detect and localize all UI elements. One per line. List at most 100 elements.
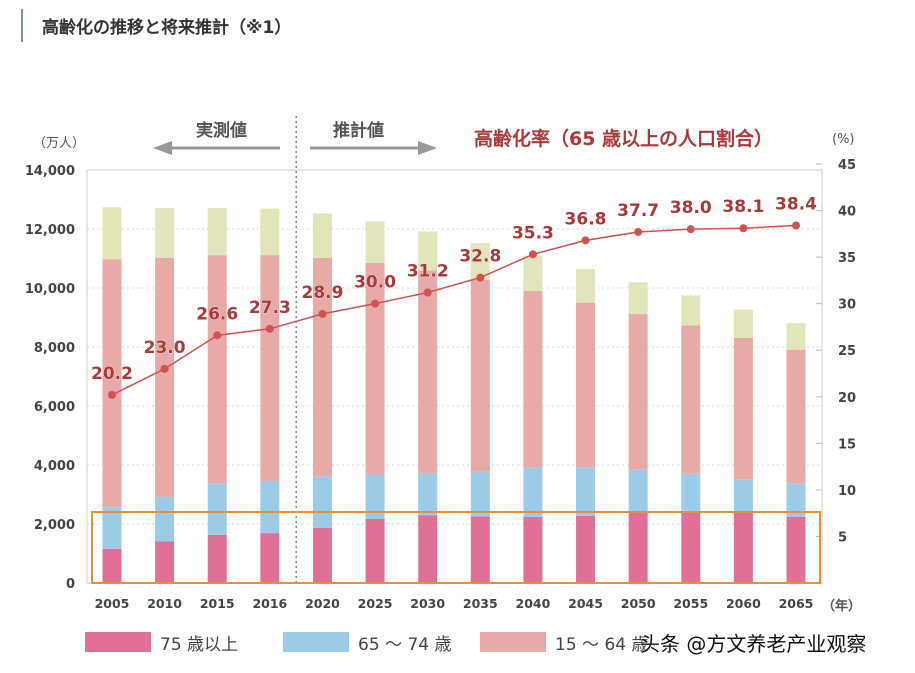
x-axis-tick: 2025 bbox=[358, 596, 393, 611]
bar-segment-2060-3 bbox=[733, 309, 753, 338]
bar-segment-2060-2 bbox=[733, 337, 753, 480]
aging-rate-line bbox=[111, 224, 797, 396]
bar-segment-2030-3 bbox=[418, 231, 438, 271]
legend-swatch-15-64 bbox=[480, 632, 546, 652]
legend-swatch-65-74 bbox=[283, 632, 349, 652]
bar-segment-2035-3 bbox=[470, 243, 490, 280]
plot-frame bbox=[86, 169, 823, 584]
highlight-box bbox=[91, 511, 821, 584]
x-axis-tick: 2020 bbox=[305, 596, 340, 611]
aging-rate-point bbox=[476, 273, 485, 282]
bar-segment-2045-0 bbox=[576, 515, 596, 583]
left-axis-tick: 4,000 bbox=[34, 459, 75, 474]
title-accent-bar bbox=[21, 9, 23, 42]
bar-segment-2025-2 bbox=[365, 263, 385, 475]
bar-segment-2045-1 bbox=[576, 467, 596, 516]
bar-segment-2050-0 bbox=[628, 511, 648, 583]
aging-rate-point bbox=[581, 236, 590, 245]
bar-segment-2016-2 bbox=[260, 255, 280, 481]
bar-segment-2035-1 bbox=[470, 471, 490, 517]
aging-rate-label: 38.4 bbox=[775, 194, 817, 214]
bar-segment-2030-2 bbox=[418, 270, 438, 474]
projected-label: 推計値 bbox=[333, 121, 384, 141]
aging-rate-point bbox=[423, 288, 432, 297]
aging-rate-point bbox=[318, 309, 327, 318]
bar-segment-2040-2 bbox=[523, 291, 543, 468]
right-axis-tick: 45 bbox=[838, 158, 856, 173]
bar-segment-2060-1 bbox=[733, 479, 753, 513]
aging-rate-point bbox=[371, 299, 380, 308]
aging-rate-label: 38.1 bbox=[722, 197, 764, 217]
left-axis-unit: （万人） bbox=[33, 136, 86, 151]
bar-segment-2010-1 bbox=[155, 496, 175, 542]
x-axis-tick: 2065 bbox=[779, 596, 814, 611]
right-axis-tick: 10 bbox=[838, 484, 856, 499]
left-axis-tick: 2,000 bbox=[34, 518, 75, 533]
page-title: 高齢化の推移と将来推計（※1） bbox=[42, 18, 292, 38]
bar-segment-2015-0 bbox=[207, 534, 227, 583]
aging-rate-label: 35.3 bbox=[512, 223, 554, 243]
aging-rate-label: 30.0 bbox=[354, 273, 396, 293]
bar-segment-2016-3 bbox=[260, 208, 280, 256]
bar-segment-2045-3 bbox=[576, 269, 596, 303]
aging-rate-label: 31.2 bbox=[407, 261, 449, 281]
bar-segment-2035-2 bbox=[470, 279, 490, 472]
x-axis-tick: 2045 bbox=[568, 596, 603, 611]
x-axis-tick: 2035 bbox=[463, 596, 498, 611]
right-axis-unit: (%) bbox=[832, 132, 855, 147]
right-axis-tick: 20 bbox=[838, 391, 856, 406]
right-axis-tick: 25 bbox=[838, 344, 856, 359]
left-axis-tick: 8,000 bbox=[34, 341, 75, 356]
watermark: 头条 @方文养老产业观察 bbox=[640, 632, 867, 656]
aging-rate-label: 32.8 bbox=[459, 247, 501, 267]
bar-segment-2050-3 bbox=[628, 282, 648, 315]
bar-segment-2005-0 bbox=[102, 548, 122, 583]
aging-rate-label: 38.0 bbox=[670, 198, 712, 218]
bar-segment-2040-0 bbox=[523, 516, 543, 583]
projected-arrow-head-icon bbox=[418, 141, 437, 155]
aging-rate-point bbox=[108, 390, 116, 399]
bar-segment-2020-0 bbox=[312, 527, 332, 583]
legend-label-65-74: 65 ～ 74 歳 bbox=[358, 635, 452, 655]
x-axis-tick: 2015 bbox=[200, 596, 235, 611]
x-axis-tick: 2030 bbox=[410, 596, 445, 611]
bar-segment-2050-1 bbox=[628, 469, 648, 512]
bar-segment-2020-1 bbox=[312, 476, 332, 528]
x-axis-tick: 2016 bbox=[252, 596, 287, 611]
actual-arrow-head-icon bbox=[153, 141, 172, 155]
rate-title: 高齢化率（65 歳以上の人口割合） bbox=[474, 128, 774, 150]
aging-rate-label: 37.7 bbox=[617, 201, 659, 221]
bar-segment-2025-0 bbox=[365, 518, 385, 583]
x-axis-tick: 2040 bbox=[516, 596, 551, 611]
bar-segment-2025-1 bbox=[365, 474, 385, 519]
bar-segment-2015-2 bbox=[207, 255, 227, 484]
bar-segment-2040-3 bbox=[523, 255, 543, 292]
bar-segment-2030-0 bbox=[418, 515, 438, 583]
aging-rate-label: 27.3 bbox=[249, 298, 291, 318]
aging-rate-label: 26.6 bbox=[196, 304, 238, 324]
aging-rate-label: 36.8 bbox=[565, 209, 607, 229]
aging-rate-point bbox=[265, 324, 274, 333]
bar-segment-2015-1 bbox=[207, 483, 227, 535]
bar-segment-2065-2 bbox=[786, 349, 806, 484]
legend-label-15-64: 15 ～ 64 歳 bbox=[555, 635, 649, 655]
bar-segment-2015-3 bbox=[207, 208, 227, 256]
bar-segment-2005-1 bbox=[102, 507, 122, 549]
bar-segment-2055-1 bbox=[681, 473, 701, 511]
x-axis-unit: （年） bbox=[822, 599, 862, 614]
bar-segment-2055-2 bbox=[681, 325, 701, 474]
aging-rate-point bbox=[213, 331, 222, 340]
left-axis-tick: 0 bbox=[66, 577, 75, 592]
bar-segment-2020-3 bbox=[312, 213, 332, 258]
bar-segment-2045-2 bbox=[576, 302, 596, 468]
bar-segment-2005-2 bbox=[102, 259, 122, 508]
bar-segment-2010-3 bbox=[155, 208, 175, 258]
aging-rate-point bbox=[739, 224, 748, 233]
x-axis-tick: 2010 bbox=[147, 596, 182, 611]
aging-rate-point bbox=[634, 227, 643, 236]
left-axis-tick: 10,000 bbox=[25, 282, 75, 297]
x-axis-tick: 2060 bbox=[726, 596, 761, 611]
legend-swatch-75plus bbox=[85, 632, 151, 652]
